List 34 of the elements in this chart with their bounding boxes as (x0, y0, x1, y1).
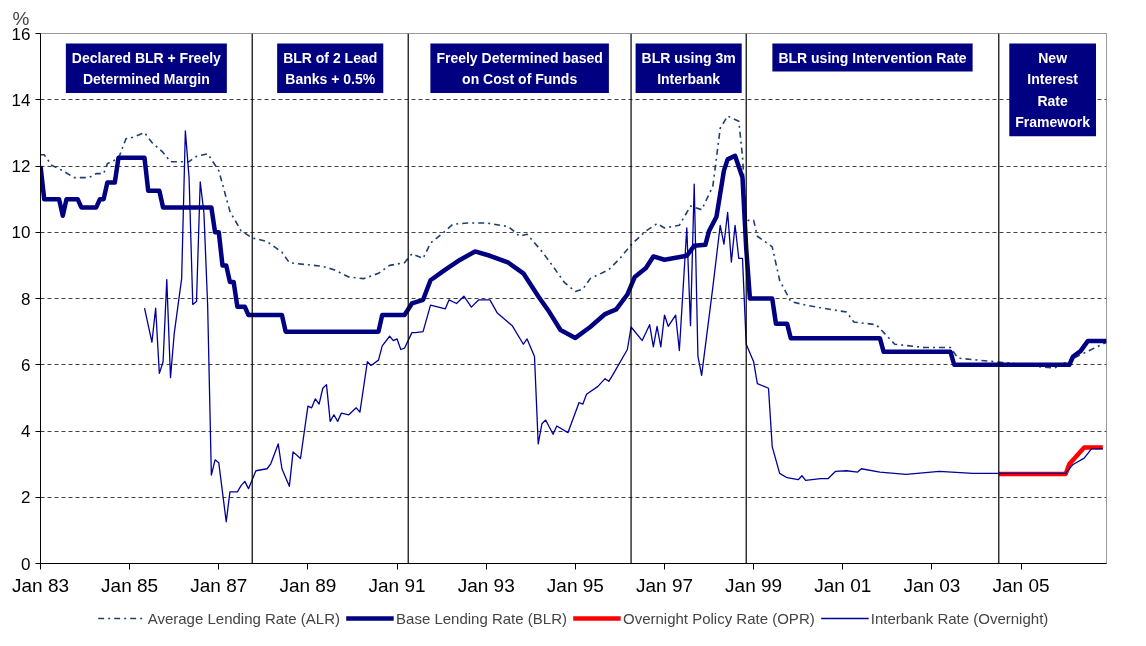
x-tick-label: Jan 93 (457, 574, 515, 596)
x-tick-label: Jan 87 (190, 574, 248, 596)
y-tick-label: 14 (11, 90, 31, 110)
y-tick-label: 4 (21, 422, 31, 441)
x-tick-label: Jan 91 (368, 574, 426, 596)
x-tick-label: Jan 97 (635, 574, 694, 596)
x-tick-label: Jan 95 (546, 574, 604, 596)
annotation: New Interest Rate Framework (1015, 49, 1091, 131)
x-tick-label: Jan 99 (725, 574, 783, 596)
y-tick-label: 12 (11, 157, 31, 176)
legend-label: Interbank Rate (Overnight) (870, 609, 1049, 627)
annotation: BLR of 2 Lead Banks + 0.5% (283, 49, 378, 88)
line-series (143, 130, 1104, 523)
x-tick-label: Jan 89 (279, 574, 337, 596)
y-tick-label: 10 (11, 223, 31, 243)
legend-label: Average Lending Rate (ALR) (147, 609, 341, 627)
y-tick-label: 0 (21, 554, 31, 574)
x-tick-label: Jan 83 (11, 574, 70, 596)
x-tick-label: Jan 01 (814, 574, 872, 596)
x-tick-label: Jan 03 (903, 574, 961, 596)
annotation: BLR using Intervention Rate (778, 49, 967, 66)
y-tick-label: 2 (21, 488, 31, 508)
x-tick-label: Jan 05 (992, 574, 1050, 596)
annotation: Freely Determined based on Cost of Funds (436, 49, 603, 88)
annotation: Declared BLR + Freely Determined Margin (71, 49, 222, 88)
line-series (40, 153, 1107, 367)
line-series (996, 445, 1106, 477)
legend-label: Overnight Policy Rate (OPR) (622, 609, 815, 627)
legend-label: Base Lending Rate (BLR) (396, 609, 567, 627)
y-tick-label: 8 (21, 289, 31, 309)
annotation: BLR using 3m Interbank (641, 49, 736, 88)
x-tick-label: Jan 85 (101, 574, 159, 596)
y-tick-label: 6 (21, 355, 31, 375)
line-series (40, 115, 1107, 369)
